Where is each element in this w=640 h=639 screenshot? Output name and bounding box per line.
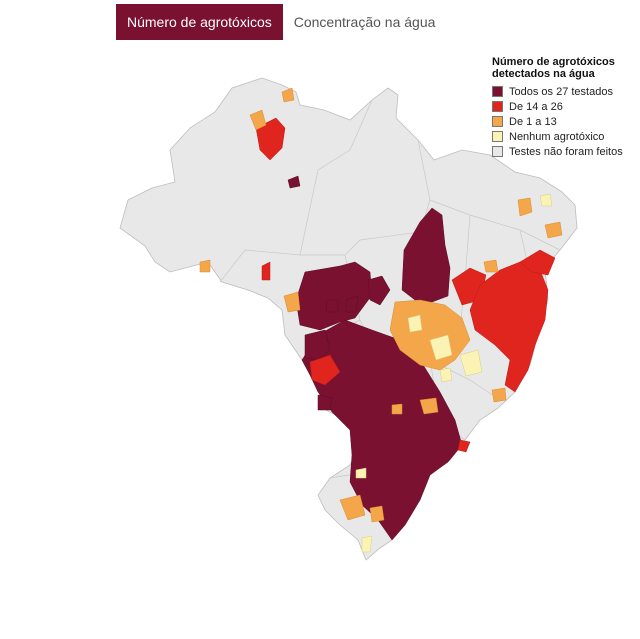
region-14-to-26 xyxy=(255,117,556,453)
legend-label-none: Nenhum agrotóxico xyxy=(509,130,605,143)
legend-swatch-all-27 xyxy=(492,86,503,97)
region-none xyxy=(355,193,553,553)
legend-item-all-27: Todos os 27 testados xyxy=(492,84,637,99)
region-all-27 xyxy=(287,175,463,541)
legend-label-14-to-26: De 14 a 26 xyxy=(509,100,563,113)
legend: Número de agrotóxicos detectados na água… xyxy=(492,56,637,159)
legend-item-none: Nenhum agrotóxico xyxy=(492,129,637,144)
legend-swatch-1-to-13 xyxy=(492,116,503,127)
legend-label-no-tests: Testes não foram feitos xyxy=(509,145,623,158)
legend-item-no-tests: Testes não foram feitos xyxy=(492,144,637,159)
legend-label-1-to-13: De 1 a 13 xyxy=(509,115,557,128)
brazil-map xyxy=(0,60,640,639)
legend-swatch-no-tests xyxy=(492,146,503,157)
legend-label-all-27: Todos os 27 testados xyxy=(509,85,613,98)
legend-title: Número de agrotóxicos detectados na água xyxy=(492,56,637,80)
legend-item-1-to-13: De 1 a 13 xyxy=(492,114,637,129)
map-tabs: Número de agrotóxicos Concentração na ág… xyxy=(116,4,447,40)
tab-concentracao-agua[interactable]: Concentração na água xyxy=(282,4,447,40)
legend-title-line2: detectados na água xyxy=(492,68,595,80)
legend-swatch-none xyxy=(492,131,503,142)
tab-numero-agrotoxicos[interactable]: Número de agrotóxicos xyxy=(116,4,283,40)
legend-title-line1: Número de agrotóxicos xyxy=(492,56,615,68)
legend-item-14-to-26: De 14 a 26 xyxy=(492,99,637,114)
legend-swatch-14-to-26 xyxy=(492,101,503,112)
